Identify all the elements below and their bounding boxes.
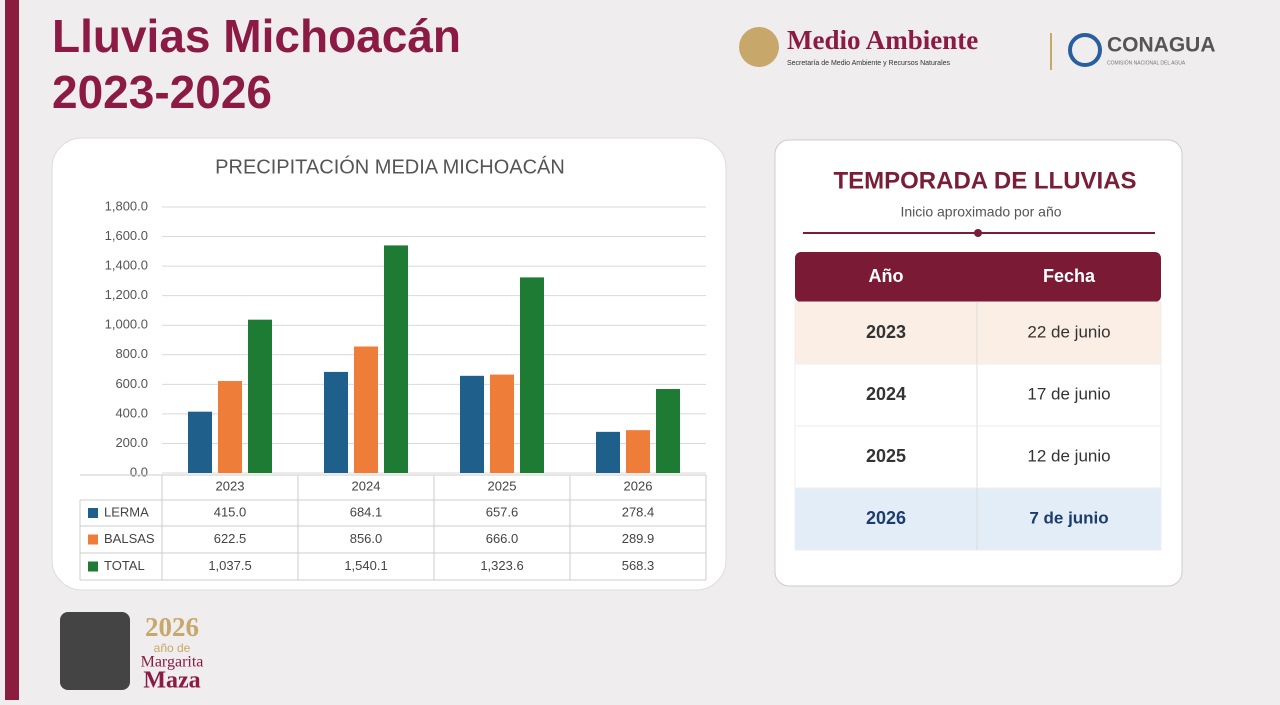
table-cell: 7 de junio [1029, 508, 1108, 527]
column-header: Año [869, 266, 904, 286]
bar [324, 371, 348, 473]
table-cell: 2026 [866, 508, 906, 528]
bar [354, 346, 378, 473]
title: Lluvias Michoacán [52, 10, 461, 62]
table-cell: 17 de junio [1027, 384, 1110, 403]
bar [626, 430, 650, 473]
footer-line1: año de [154, 641, 191, 655]
table-row [794, 425, 1162, 489]
subtitle: 2023-2026 [52, 66, 272, 118]
table-value: 278.4 [622, 504, 655, 519]
bar [520, 277, 544, 473]
table-row [794, 301, 1162, 365]
y-tick-label: 1,000.0 [105, 317, 148, 332]
table-cell: 2023 [866, 322, 906, 342]
table-header [795, 252, 1161, 302]
season-title: TEMPORADA DE LLUVIAS [833, 167, 1136, 194]
x-tick-label: 2024 [352, 478, 381, 493]
table-cell: 2025 [866, 446, 906, 466]
y-tick-label: 600.0 [115, 376, 148, 391]
table-row [794, 487, 1162, 551]
table-value: 1,037.5 [208, 558, 251, 573]
logo-main-sub: Secretaría de Medio Ambiente y Recursos … [787, 60, 951, 67]
column-header: Fecha [1043, 266, 1096, 286]
table-value: 666.0 [486, 531, 519, 546]
bar [490, 374, 514, 473]
bar [248, 319, 272, 473]
bar [656, 389, 680, 473]
legend-swatch [88, 508, 98, 518]
x-tick-label: 2023 [216, 478, 245, 493]
table-value: 415.0 [214, 504, 247, 519]
y-tick-label: 0.0 [130, 464, 148, 479]
table-value: 289.9 [622, 531, 655, 546]
table-value: 568.3 [622, 558, 655, 573]
table-cell: 12 de junio [1027, 446, 1110, 465]
bar [596, 431, 620, 473]
season-subtitle: Inicio aproximado por año [900, 204, 1061, 220]
x-tick-label: 2025 [488, 478, 517, 493]
y-tick-label: 1,200.0 [105, 287, 148, 302]
portrait [60, 612, 130, 690]
table-value: 1,323.6 [480, 558, 523, 573]
x-tick-label: 2026 [624, 478, 653, 493]
footer-line2: Margarita [141, 654, 204, 671]
logo-main: Medio Ambiente [787, 25, 978, 55]
side-bar [5, 0, 19, 700]
table-value: 1,540.1 [344, 558, 387, 573]
table-cell: 22 de junio [1027, 322, 1110, 341]
table-value: 657.6 [486, 504, 519, 519]
y-tick-label: 1,800.0 [105, 198, 148, 213]
chart-title: PRECIPITACIÓN MEDIA MICHOACÁN [215, 155, 565, 178]
footer-year: 2026 [145, 612, 199, 642]
logo-second: CONAGUA [1107, 34, 1216, 57]
table-row [794, 363, 1162, 427]
y-tick-label: 400.0 [115, 405, 148, 420]
y-tick-label: 200.0 [115, 435, 148, 450]
logo-seal [739, 27, 779, 67]
legend-swatch [88, 534, 98, 545]
bar [188, 411, 212, 473]
y-tick-label: 1,600.0 [105, 228, 148, 243]
table-value: 622.5 [214, 531, 247, 546]
logo-icon [1068, 33, 1102, 67]
bar [460, 375, 484, 473]
y-tick-label: 1,400.0 [105, 258, 148, 273]
bar [384, 245, 408, 473]
table-value: 684.1 [350, 504, 383, 519]
y-tick-label: 800.0 [115, 346, 148, 361]
season-rule-dot [974, 229, 982, 237]
legend-swatch [88, 561, 98, 572]
logo-second-sub: COMISIÓN NACIONAL DEL AGUA [1107, 59, 1186, 66]
footer-line3: Maza [143, 668, 200, 694]
legend-label: TOTAL [104, 558, 145, 573]
table-value: 856.0 [350, 531, 383, 546]
table-cell: 2024 [866, 384, 906, 404]
legend-label: BALSAS [104, 531, 155, 546]
legend-label: LERMA [104, 504, 149, 519]
bar [218, 381, 242, 473]
